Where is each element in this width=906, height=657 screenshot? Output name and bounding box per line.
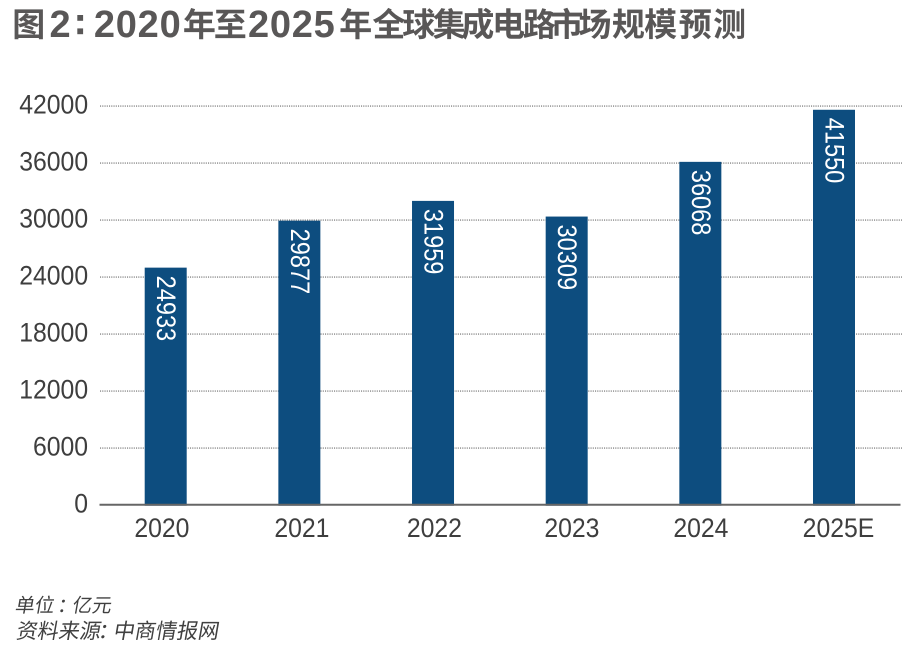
svg-text:29877: 29877 xyxy=(284,229,314,295)
svg-text:2025: 2025 xyxy=(248,4,336,46)
svg-text:36068: 36068 xyxy=(685,170,715,236)
svg-text:2023: 2023 xyxy=(544,514,599,543)
svg-text:6000: 6000 xyxy=(33,433,88,462)
svg-text:30309: 30309 xyxy=(552,225,582,291)
svg-text:2021: 2021 xyxy=(274,514,329,543)
svg-text:31959: 31959 xyxy=(418,209,448,275)
svg-text:24933: 24933 xyxy=(151,276,181,342)
svg-text:42000: 42000 xyxy=(19,91,88,120)
svg-text:41550: 41550 xyxy=(819,118,849,184)
svg-text:2020: 2020 xyxy=(94,4,182,46)
svg-text:2: 2 xyxy=(49,4,70,46)
svg-text:2024: 2024 xyxy=(673,514,728,543)
svg-text:30000: 30000 xyxy=(19,205,88,234)
svg-text:2025E: 2025E xyxy=(803,514,875,543)
svg-text:24000: 24000 xyxy=(19,262,88,291)
svg-text:36000: 36000 xyxy=(19,148,88,177)
svg-text:2022: 2022 xyxy=(407,514,462,543)
svg-text:0: 0 xyxy=(74,490,88,519)
svg-text:2020: 2020 xyxy=(134,514,189,543)
svg-text:18000: 18000 xyxy=(19,319,88,348)
svg-text:12000: 12000 xyxy=(19,376,88,405)
